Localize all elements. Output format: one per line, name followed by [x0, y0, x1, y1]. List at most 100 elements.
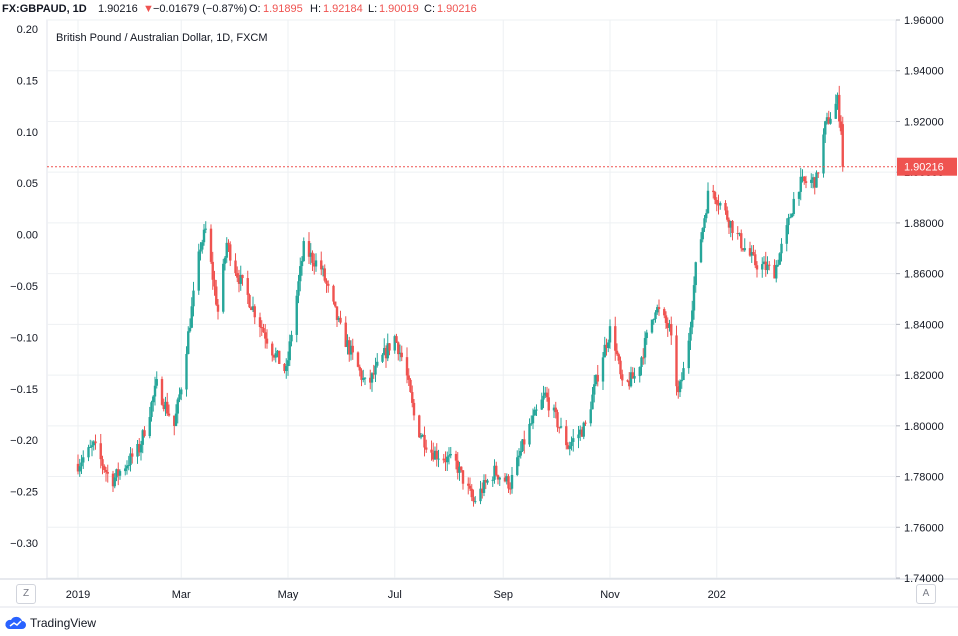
candle-body: [360, 370, 363, 380]
candle-body: [801, 176, 804, 178]
left-axis-label: 0.00: [17, 230, 38, 242]
right-axis-label: 1.82000: [904, 370, 944, 382]
cloud-icon: [5, 616, 26, 629]
close-value: 1.90216: [437, 3, 477, 15]
candle-body: [376, 361, 379, 366]
candle-body: [838, 94, 841, 122]
candle-body: [164, 401, 167, 410]
right-axis-label: 1.96000: [904, 15, 944, 27]
candle-body: [274, 353, 277, 358]
candle-body: [400, 352, 403, 358]
candle-body: [785, 225, 788, 244]
candle-body: [780, 243, 783, 254]
candle-body: [320, 260, 323, 270]
candle-body: [642, 357, 645, 359]
left-axis-label: −0.10: [10, 332, 38, 344]
candle-body: [591, 394, 594, 410]
candle-body: [528, 423, 531, 445]
candle-body: [467, 483, 470, 486]
right-axis-label: 1.92000: [904, 116, 944, 128]
symbol-header: FX:GBPAUD, 1D 1.90216 ▼ −0.01679 (−0.87%…: [0, 0, 958, 20]
brand-label: TradingView: [30, 616, 97, 630]
candle-body: [383, 347, 386, 355]
candle-body: [677, 386, 680, 393]
candle-body: [309, 252, 312, 257]
candle-body: [176, 399, 179, 414]
candle-body: [313, 262, 316, 267]
candle-body: [724, 202, 727, 211]
tradingview-logo[interactable]: TradingView: [4, 616, 96, 630]
low-value: 1.90019: [379, 3, 419, 15]
candle-body: [87, 447, 90, 458]
left-axis-label: 0.10: [17, 127, 38, 139]
candle-body: [601, 357, 605, 382]
candle-body: [531, 415, 535, 424]
candle-body: [493, 465, 496, 480]
candle-body: [474, 501, 477, 503]
candle-body: [106, 472, 109, 474]
candle-body: [544, 392, 547, 396]
candle-body: [456, 460, 459, 473]
candle-body: [582, 422, 585, 437]
candle-body: [509, 488, 512, 490]
left-axis-label: −0.15: [10, 384, 38, 396]
candle-body: [829, 118, 832, 124]
candle-body: [276, 350, 279, 354]
candle-body: [680, 380, 683, 382]
candle-body: [190, 306, 193, 328]
right-axis-label: 1.94000: [904, 66, 944, 78]
candle-body: [682, 368, 685, 381]
candle-body: [629, 372, 633, 387]
candle-body: [271, 343, 274, 356]
candle-body: [664, 315, 668, 324]
candle-body: [421, 434, 424, 437]
candle-body: [792, 198, 795, 215]
candle-body: [423, 434, 426, 448]
close-label: C:: [424, 3, 435, 15]
candle-body: [409, 379, 412, 393]
candle-body: [729, 221, 732, 228]
candle-body: [442, 458, 445, 461]
candle-body: [229, 244, 232, 261]
left-axis-label: −0.30: [10, 538, 38, 550]
candle-body: [251, 306, 255, 311]
candle-body: [283, 363, 286, 372]
candle-body: [432, 452, 435, 460]
candle-body: [143, 430, 146, 437]
candle-body: [150, 402, 153, 418]
symbol-label[interactable]: FX:GBPAUD, 1D: [2, 3, 87, 15]
candle-body: [542, 395, 545, 400]
candle-body: [272, 355, 276, 358]
candle-body: [188, 327, 192, 332]
candle-body: [314, 260, 318, 267]
candle-body: [236, 273, 239, 278]
candle-body: [839, 121, 843, 132]
candle-body: [388, 343, 391, 351]
candle-body: [351, 345, 354, 353]
candle-body: [768, 264, 771, 266]
candle-body: [104, 469, 108, 473]
right-axis-label: 1.76000: [904, 522, 944, 534]
candle-body: [321, 268, 325, 270]
candle-body: [691, 310, 694, 328]
candle-body: [288, 341, 291, 361]
candle-body: [356, 352, 360, 367]
candle-body: [185, 354, 188, 390]
candle-body: [344, 322, 347, 347]
candle-body: [713, 192, 717, 200]
candle-body: [358, 366, 361, 371]
candle-body: [323, 268, 326, 281]
candle-body: [435, 450, 438, 459]
candle-body: [216, 304, 220, 312]
candle-body: [496, 475, 500, 480]
candle-body: [626, 380, 629, 382]
candle-body: [689, 327, 692, 341]
candle-body: [631, 372, 634, 379]
candle-body: [519, 450, 522, 456]
candle-body: [418, 415, 421, 438]
zoom-button[interactable]: Z: [16, 584, 36, 604]
candle-body: [411, 392, 414, 403]
auto-scale-button[interactable]: A: [916, 584, 936, 604]
candle-body: [381, 354, 384, 362]
